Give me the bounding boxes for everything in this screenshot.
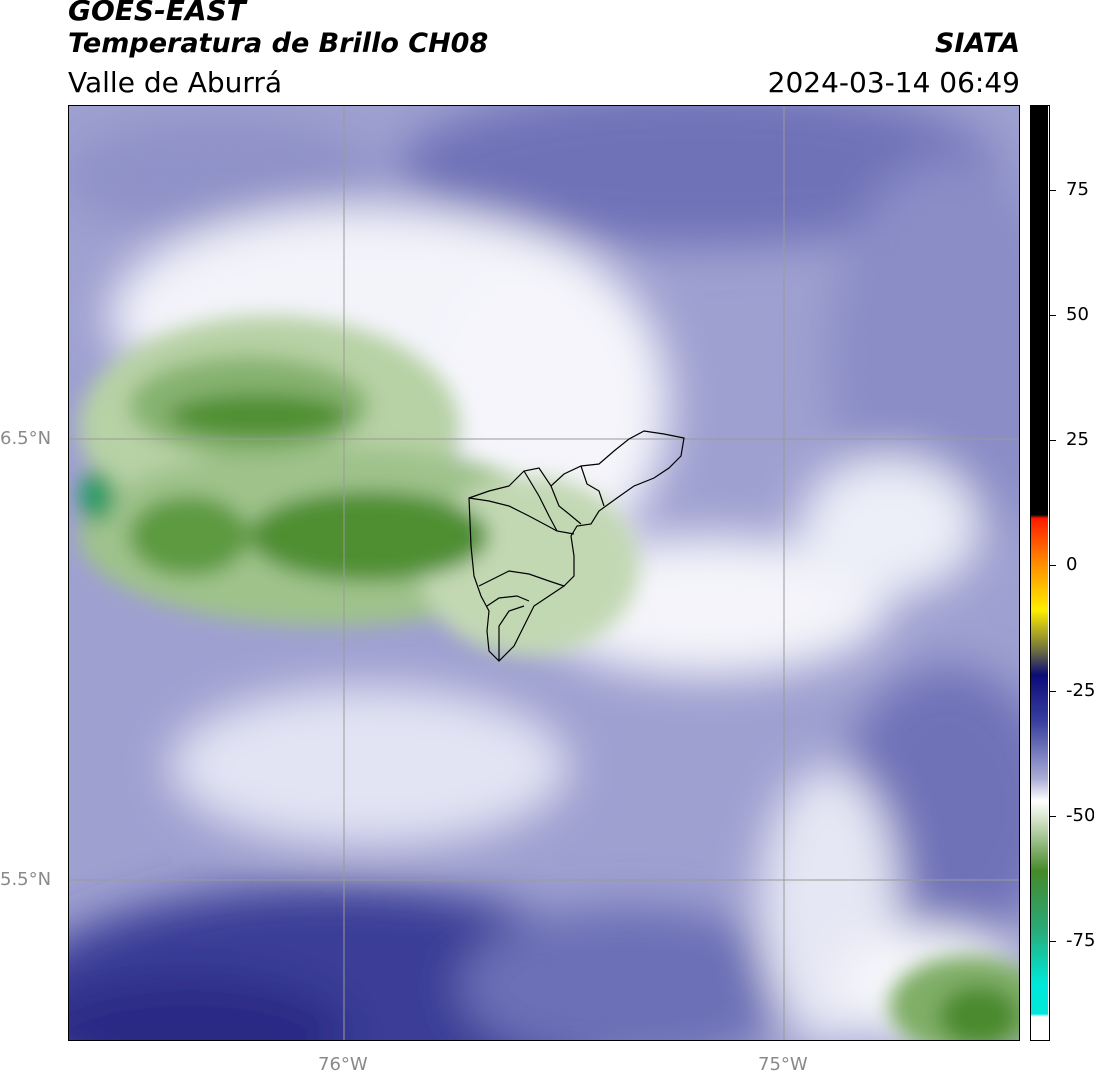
colorbar-tick-mark [1050, 565, 1056, 566]
satellite-title: GOES-EAST [68, 0, 246, 27]
satellite-map [68, 105, 1020, 1041]
timestamp-label: 2024-03-14 06:49 [767, 66, 1020, 99]
municipal-boundaries [468, 430, 685, 662]
colorbar-tick-mark [1050, 440, 1056, 441]
colorbar-tick-label: -75 [1066, 930, 1094, 951]
lat-label-5-5n: 5.5°N [0, 869, 52, 890]
colorbar-tick-label: 25 [1066, 429, 1089, 450]
colorbar-tick-label: 0 [1066, 554, 1078, 575]
region-title: Valle de Aburrá [68, 66, 283, 99]
colorbar-tick-label: 50 [1066, 304, 1089, 325]
colorbar-tick-label: 75 [1066, 179, 1089, 200]
colorbar-tick-label: -25 [1066, 680, 1094, 701]
colorbar-tick-label: -50 [1066, 805, 1094, 826]
lat-label-6-5n: 6.5°N [0, 428, 52, 449]
product-title: Temperatura de Brillo CH08 [68, 28, 489, 59]
colorbar [1030, 105, 1050, 1041]
lon-label-76w: 76°W [318, 1054, 368, 1075]
organization-label: SIATA [934, 28, 1020, 59]
colorbar-tick-mark [1050, 691, 1056, 692]
colorbar-tick-mark [1050, 816, 1056, 817]
lon-label-75w: 75°W [758, 1054, 808, 1075]
colorbar-tick-mark [1050, 941, 1056, 942]
colorbar-tick-mark [1050, 190, 1056, 191]
brightness-temperature-field [69, 106, 1019, 1040]
colorbar-gradient [1031, 106, 1048, 1039]
colorbar-tick-mark [1050, 315, 1056, 316]
